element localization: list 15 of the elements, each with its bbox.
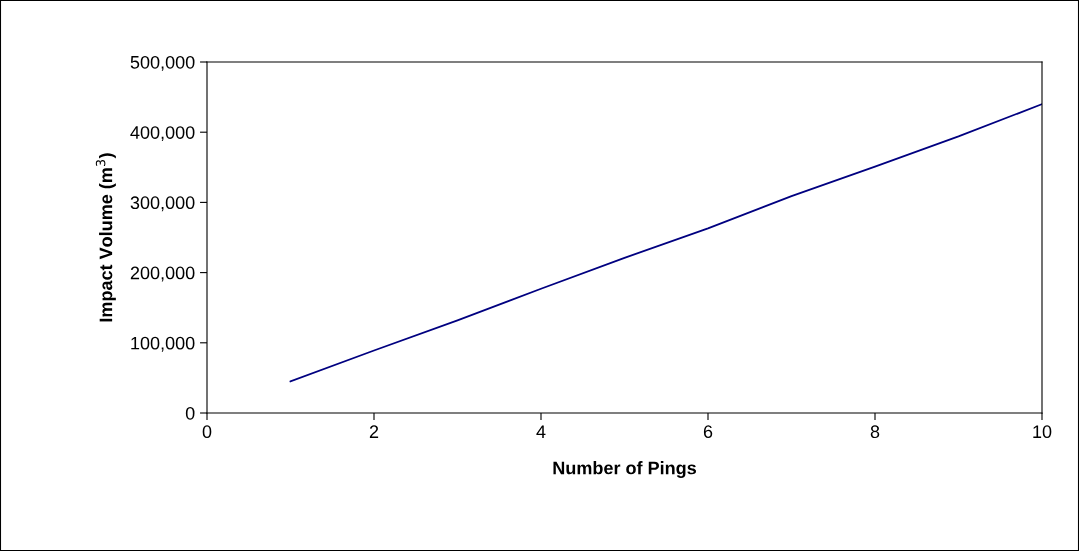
y-tick-label: 200,000	[130, 266, 195, 282]
x-tick-label: 10	[1033, 425, 1052, 439]
y-axis-title: Impact Volume (m$^{3}$)	[95, 153, 116, 322]
x-tick-label: 2	[369, 425, 379, 438]
x-tick-label: 0	[202, 425, 212, 439]
x-tick-label: 6	[703, 425, 713, 439]
x-tick-label: 8	[870, 425, 880, 439]
y-tick-label: 500,000	[130, 55, 195, 71]
y-tick-label: 100,000	[131, 336, 195, 352]
y-tick-label: 400,000	[130, 126, 195, 142]
x-tick-label: 4	[536, 425, 546, 438]
line-series	[289, 103, 1042, 383]
x-axis-title: Number of Pings	[553, 461, 696, 478]
y-tick-label: 0	[185, 406, 195, 420]
y-tick-label: 300,000	[130, 196, 195, 212]
